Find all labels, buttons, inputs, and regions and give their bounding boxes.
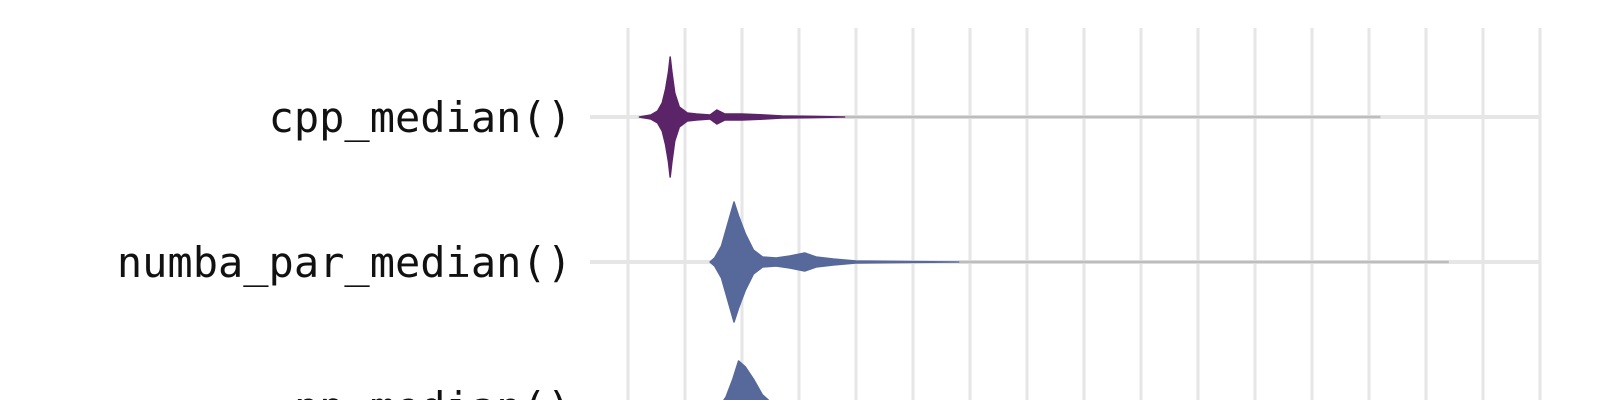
violin-cpp_median (638, 56, 846, 178)
violin-np_median (723, 360, 770, 400)
violin-numba_par_median (709, 201, 960, 323)
violins (638, 56, 1449, 400)
category-labels: cpp_median() numba_par_median() np_median(… (117, 93, 572, 400)
category-label-cpp_median: cpp_median() (269, 93, 572, 142)
category-label-np_median: np_median() (294, 383, 572, 400)
category-label-numba_par_median: numba_par_median() (117, 238, 572, 287)
